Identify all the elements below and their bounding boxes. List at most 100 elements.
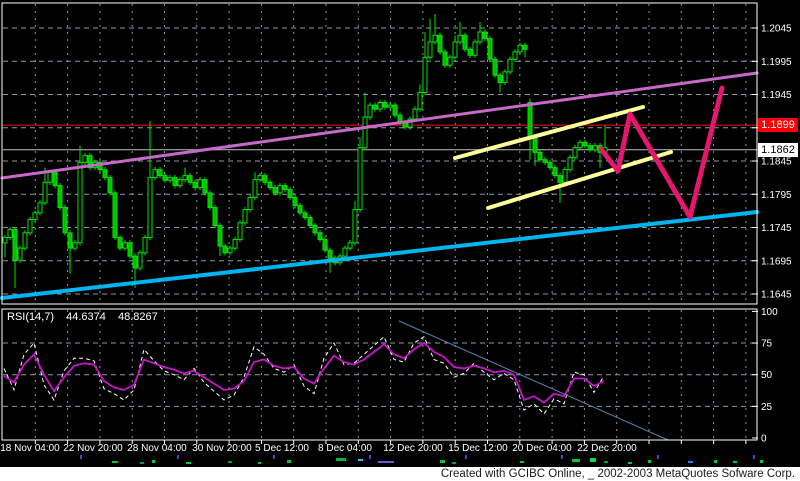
candle-body bbox=[432, 34, 438, 43]
candle-body bbox=[507, 58, 513, 73]
decor-speck bbox=[733, 461, 737, 463]
main-chart-canvas[interactable] bbox=[3, 3, 757, 304]
candle-body bbox=[417, 92, 423, 110]
candle-body bbox=[392, 104, 398, 116]
candle-body bbox=[547, 161, 553, 169]
price-tick bbox=[752, 293, 758, 295]
candle-body bbox=[247, 197, 253, 211]
candle-body bbox=[582, 141, 588, 147]
decor-speck bbox=[572, 459, 580, 462]
decor-speck bbox=[287, 460, 291, 463]
candle-body bbox=[22, 232, 28, 249]
candle-body bbox=[87, 155, 93, 169]
candle-body bbox=[412, 108, 418, 120]
candle-body bbox=[382, 101, 388, 108]
candle-body bbox=[277, 185, 283, 194]
candle-body bbox=[352, 209, 358, 244]
candle-body bbox=[472, 41, 478, 56]
candle-body bbox=[47, 171, 53, 183]
candle-body bbox=[117, 236, 123, 249]
time-axis-label: 28 Nov 04:00 bbox=[127, 443, 187, 454]
candle-body bbox=[512, 51, 518, 60]
time-axis-label: 15 Dec 12:00 bbox=[448, 443, 508, 454]
candle-body bbox=[127, 242, 133, 257]
candle-body bbox=[252, 179, 258, 199]
yellow-channel-lower-line[interactable] bbox=[486, 150, 673, 210]
rsi-tick bbox=[752, 437, 758, 439]
candle-body bbox=[342, 247, 348, 257]
rsi-tick-label: 75 bbox=[761, 339, 773, 350]
candle-body bbox=[262, 175, 268, 183]
candle-body bbox=[357, 147, 363, 211]
time-axis-label: 8 Dec 04:00 bbox=[318, 443, 372, 454]
decor-speck bbox=[688, 461, 693, 463]
candle-body bbox=[122, 242, 128, 249]
rsi-panel-canvas[interactable] bbox=[3, 309, 757, 440]
candle-body bbox=[162, 175, 168, 181]
candle-body bbox=[187, 175, 193, 183]
yellow-channel-upper-line[interactable] bbox=[453, 105, 645, 160]
rsi-indicator-title: RSI(14,7) 44.6374 48.8267 bbox=[7, 311, 167, 323]
candle-body bbox=[502, 71, 508, 84]
candle-body bbox=[497, 74, 503, 84]
forecast-zigzag-line[interactable] bbox=[598, 85, 725, 220]
candle-body bbox=[292, 197, 298, 207]
candle-body bbox=[537, 151, 543, 161]
candle-body bbox=[567, 157, 573, 171]
candle-body bbox=[452, 41, 458, 58]
candle-body bbox=[107, 177, 113, 194]
candle-body bbox=[182, 175, 188, 181]
candle-body bbox=[527, 101, 533, 139]
candle-body bbox=[267, 181, 273, 189]
resistance-trendline-magenta[interactable] bbox=[0, 71, 759, 180]
candle-body bbox=[487, 38, 493, 60]
candle-body bbox=[62, 207, 68, 234]
rsi-tick-label: 100 bbox=[761, 307, 778, 318]
candle-body bbox=[282, 185, 288, 191]
rsi-smoothed-line bbox=[3, 341, 605, 404]
candle-body bbox=[257, 175, 263, 181]
decor-speck bbox=[648, 460, 651, 463]
candle-body bbox=[132, 255, 138, 269]
candle-body bbox=[152, 169, 158, 179]
price-tick bbox=[752, 193, 758, 195]
candle-body bbox=[572, 147, 578, 159]
candle-body bbox=[372, 104, 378, 110]
price-line-label: 1.1862 bbox=[758, 143, 798, 157]
candle-body bbox=[157, 169, 163, 177]
decor-speck bbox=[561, 455, 563, 459]
decor-speck bbox=[440, 460, 445, 463]
candle-body bbox=[477, 31, 483, 43]
time-axis-label: 5 Dec 12:00 bbox=[255, 443, 309, 454]
price-tick-label: 1.2045 bbox=[761, 24, 792, 35]
candle-body bbox=[217, 225, 223, 247]
candle-body bbox=[27, 219, 33, 234]
support-trendline-cyan[interactable] bbox=[0, 210, 759, 300]
decor-speck bbox=[186, 462, 191, 464]
candle-body bbox=[377, 101, 383, 110]
decor-speck bbox=[520, 461, 524, 463]
candle-body bbox=[192, 181, 198, 189]
candle-body bbox=[137, 252, 143, 269]
decor-speck bbox=[112, 461, 118, 463]
time-axis-label: 22 Dec 20:00 bbox=[577, 443, 637, 454]
candle-body bbox=[207, 192, 213, 209]
decor-speck bbox=[657, 455, 659, 459]
candle-body bbox=[522, 44, 528, 50]
candle-body bbox=[297, 205, 303, 214]
candle-body bbox=[12, 228, 18, 261]
candle-body bbox=[557, 175, 563, 183]
candle-body bbox=[347, 242, 353, 249]
price-tick bbox=[752, 27, 758, 29]
price-tick-label: 1.1945 bbox=[761, 90, 792, 101]
price-tick bbox=[752, 60, 758, 62]
candle-body bbox=[227, 247, 233, 254]
rsi-trendline[interactable] bbox=[398, 320, 669, 441]
candle-body bbox=[427, 41, 433, 58]
candle-body bbox=[562, 169, 568, 183]
candle-body bbox=[232, 238, 238, 249]
candle-body bbox=[237, 222, 243, 240]
candle-body bbox=[302, 212, 308, 219]
decor-speck bbox=[628, 462, 632, 464]
rsi-tick-label: 50 bbox=[761, 370, 773, 381]
